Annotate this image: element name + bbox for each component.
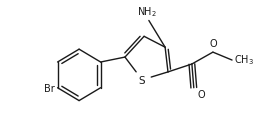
Text: Br: Br <box>44 84 55 94</box>
Text: O: O <box>198 90 205 100</box>
Text: O: O <box>209 39 217 49</box>
Text: CH$_3$: CH$_3$ <box>234 53 254 67</box>
Text: S: S <box>139 76 145 86</box>
Text: NH$_2$: NH$_2$ <box>137 6 157 19</box>
